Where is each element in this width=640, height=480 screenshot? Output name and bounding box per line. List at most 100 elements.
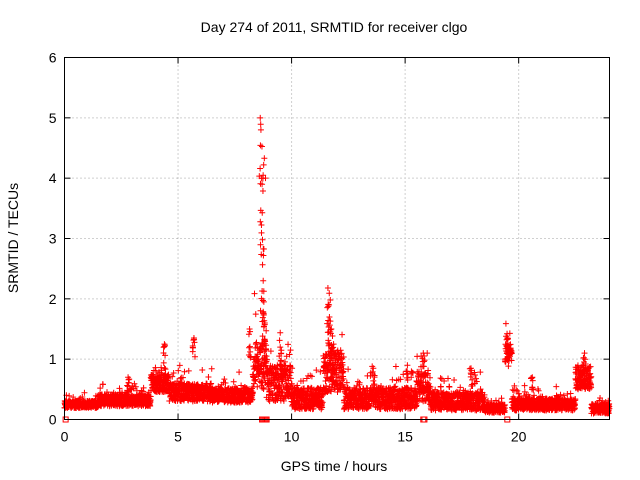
data-point [560,392,567,399]
data-point [162,352,169,359]
data-point [492,397,499,404]
data-point [322,354,329,361]
data-point [199,366,206,373]
data-point [132,383,139,390]
data-point [504,344,511,351]
data-point [181,368,188,375]
data-point [249,396,256,403]
data-point [313,367,320,374]
data-point [277,357,284,364]
data-point [317,368,324,375]
data-point [337,347,344,354]
data-point [264,356,271,363]
data-point [506,330,513,337]
data-point [253,339,260,346]
data-point [515,390,522,397]
data-point [260,298,267,305]
data-point [66,392,73,399]
data-point [477,386,484,393]
data-point [437,375,444,382]
data-point [263,342,270,349]
data-point [466,365,473,372]
data-point [175,367,182,374]
data-point [185,367,192,374]
data-point [588,373,595,380]
y-tick-label: 3 [49,231,57,247]
data-point [357,386,364,393]
data-point [238,382,245,389]
data-point [263,353,270,360]
data-point [308,373,315,380]
data-point [99,381,106,388]
data-point [369,371,376,378]
data-point [353,382,360,389]
data-point [165,371,172,378]
data-point [572,396,579,403]
data-point [259,261,266,268]
data-point [392,363,399,370]
chart-title: Day 274 of 2011, SRMTID for receiver clg… [201,19,468,35]
x-tick-label: 15 [397,429,413,445]
data-point [370,377,377,384]
data-point [286,368,293,375]
data-point [131,380,138,387]
y-tick-label: 0 [49,412,57,428]
data-point [327,318,334,325]
data-point [328,374,335,381]
data-point [282,358,289,365]
data-points [61,114,613,423]
data-point [303,375,310,382]
data-point [280,397,287,404]
y-tick-label: 2 [49,291,57,307]
data-point [277,344,284,351]
data-point [259,297,266,304]
data-point [79,393,86,400]
data-point [258,143,265,150]
data-point [325,303,332,310]
data-point [567,390,574,397]
data-point [222,380,229,387]
data-point [419,358,426,365]
data-point [261,336,268,343]
data-point [257,218,264,225]
data-point [273,365,280,372]
data-point [419,372,426,379]
data-point [190,335,197,342]
data-point [605,397,612,404]
data-point [345,366,352,373]
data-point [343,379,350,386]
data-point [263,327,270,334]
data-point [257,121,264,128]
data-point [230,378,237,385]
data-point [260,288,267,295]
data-point [277,329,284,336]
data-point [221,376,228,383]
data-point [331,350,338,357]
data-point [588,384,595,391]
data-point [501,405,508,412]
data-point [505,363,512,370]
y-tick-label: 6 [49,50,57,66]
data-point [293,398,300,405]
data-point [339,331,346,338]
data-point [261,348,268,355]
data-point [326,322,333,329]
data-point [236,369,243,376]
data-point [327,326,334,333]
data-point [260,161,267,168]
data-point [262,175,269,182]
data-point [511,382,518,389]
data-point [294,382,301,389]
data-point [140,384,147,391]
data-point [371,374,378,381]
data-point [467,373,474,380]
data-point [289,365,296,372]
data-point [278,357,285,364]
data-point [276,361,283,368]
data-point [249,390,256,397]
data-point [276,382,283,389]
data-point [255,373,262,380]
x-tick-label: 20 [511,429,527,445]
data-point [427,383,434,390]
data-point [328,326,335,332]
